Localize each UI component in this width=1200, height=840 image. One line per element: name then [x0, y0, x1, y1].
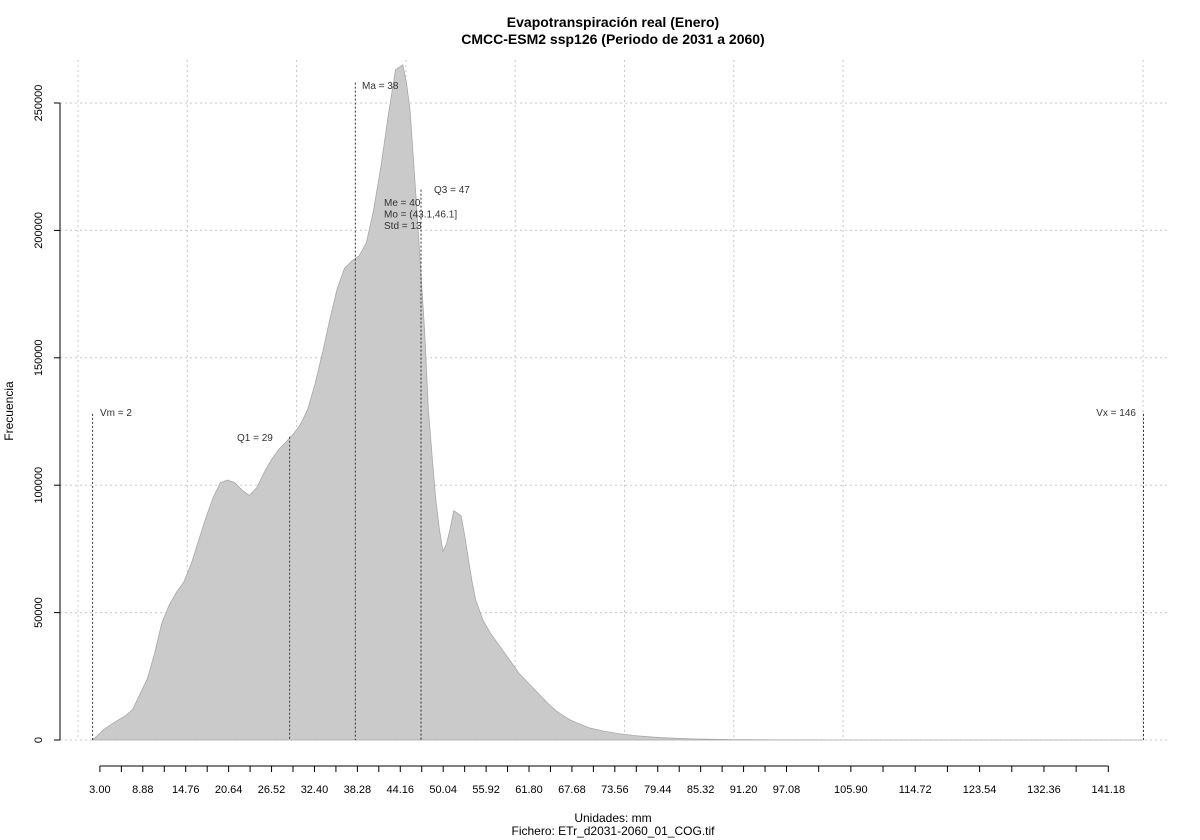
chart-subtitle: CMCC-ESM2 ssp126 (Periodo de 2031 a 2060… — [461, 31, 764, 47]
frequency-area — [91, 64, 1144, 741]
y-tick-label: 0 — [33, 737, 45, 743]
y-tick-label: 150000 — [33, 339, 45, 376]
x-tick-label: 8.88 — [132, 784, 153, 796]
x-tick-label: 105.90 — [834, 784, 868, 796]
y-tick-label: 100000 — [33, 467, 45, 504]
distribution-area — [91, 64, 1144, 741]
y-tick-label: 50000 — [33, 597, 45, 628]
x-tick-label: 44.16 — [387, 784, 415, 796]
x-tick-label: 14.76 — [172, 784, 200, 796]
x-tick-label: 85.32 — [687, 784, 715, 796]
stat-summary-line: Me = 40 — [384, 198, 421, 209]
y-tick-label: 250000 — [33, 85, 45, 122]
x-tick-label: 3.00 — [89, 784, 110, 796]
x-tick-label: 50.04 — [429, 784, 457, 796]
stat-label: Vx = 146 — [1096, 408, 1136, 419]
statistic-labels: Vm = 2 Q1 = 29 Ma = 38 Q3 = 47 Vx = 146 Me = … — [100, 81, 1136, 444]
x-tick-label: 73.56 — [601, 784, 629, 796]
x-tick-label: 20.64 — [215, 784, 243, 796]
x-tick-label: 132.36 — [1027, 784, 1061, 796]
stat-summary-line: Mo = (43.1,46.1] — [384, 210, 457, 221]
stat-summary-line: Std = 13 — [384, 221, 422, 232]
y-axis-label: Frecuencia — [2, 381, 16, 441]
file-name-footer: Fichero: ETr_d2031-2060_01_COG.tif — [512, 824, 716, 838]
x-tick-label: 55.92 — [472, 784, 500, 796]
stat-label: Q3 = 47 — [434, 185, 470, 196]
stat-label: Ma = 38 — [362, 81, 399, 92]
axes: 0 50000 100000 150000 200000 250000 3.00 8.88 14… — [33, 85, 1125, 796]
statistic-markers — [92, 82, 1144, 740]
y-tick-label: 200000 — [33, 212, 45, 249]
x-axis-label: Unidades: mm — [574, 811, 651, 825]
x-tick-label: 38.28 — [344, 784, 372, 796]
x-tick-label: 123.54 — [963, 784, 997, 796]
stat-label: Vm = 2 — [100, 408, 132, 419]
x-tick-label: 32.40 — [301, 784, 329, 796]
x-tick-label: 79.44 — [644, 784, 672, 796]
chart-title: Evapotranspiración real (Enero) — [507, 14, 719, 30]
x-tick-label: 114.72 — [899, 784, 932, 796]
x-tick-label: 97.08 — [773, 784, 801, 796]
x-tick-label: 26.52 — [258, 784, 286, 796]
x-tick-label: 67.68 — [558, 784, 586, 796]
x-tick-label: 141.18 — [1091, 784, 1125, 796]
x-tick-label: 61.80 — [515, 784, 543, 796]
stat-label: Q1 = 29 — [237, 433, 273, 444]
x-tick-label: 91.20 — [730, 784, 758, 796]
